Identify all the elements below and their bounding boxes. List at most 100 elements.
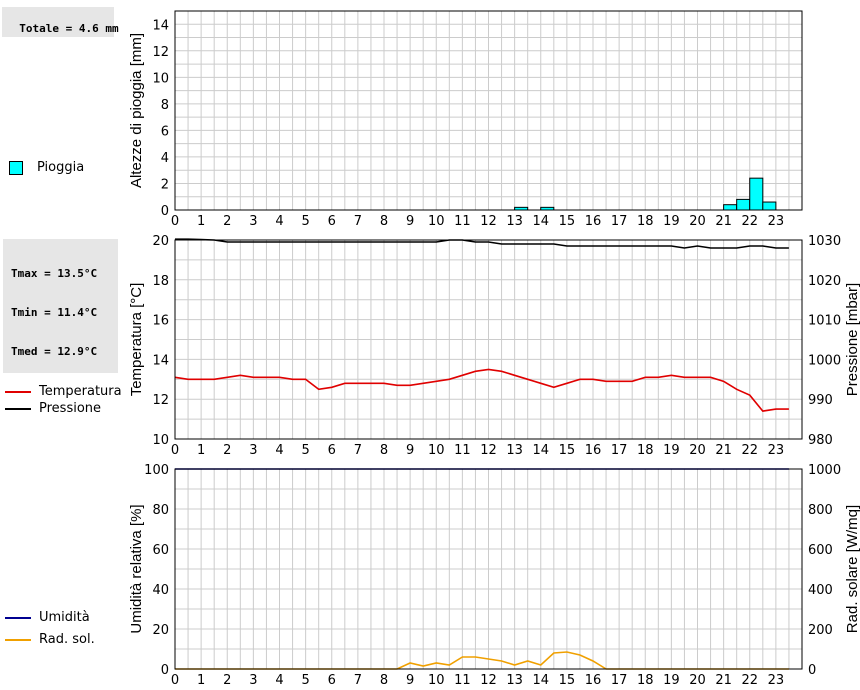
rain-total-text: Totale = 4.6 mm [19, 22, 119, 35]
x-tick-label: 21 [715, 214, 732, 229]
x-tick-label: 9 [406, 214, 414, 229]
x-tick-label: 17 [611, 214, 628, 229]
tmed-text: Tmed = 12.9°C [11, 345, 98, 358]
y-tick-label: 2 [161, 177, 169, 192]
x-tick-label: 13 [506, 214, 523, 229]
x-tick-label: 19 [663, 443, 680, 458]
y2-tick-label: 1030 [808, 234, 841, 249]
y2-tick-label: 800 [808, 503, 833, 518]
legend-radiation-swatch [5, 638, 31, 641]
x-tick-label: 0 [171, 673, 179, 688]
series-pressione [175, 238, 789, 249]
y2-tick-label: 1000 [808, 463, 841, 478]
y-tick-label: 12 [152, 45, 169, 60]
y2-tick-label: 1020 [808, 274, 841, 289]
x-tick-label: 1 [197, 443, 205, 458]
y-tick-label: 12 [152, 393, 169, 408]
x-tick-label: 22 [741, 443, 758, 458]
y-tick-label: 100 [144, 463, 169, 478]
y-tick-label: 60 [152, 543, 169, 558]
y2-tick-label: 1010 [808, 314, 841, 329]
x-tick-label: 18 [637, 443, 654, 458]
plot-frame [174, 239, 803, 440]
x-tick-label: 0 [171, 214, 179, 229]
x-tick-label: 7 [354, 443, 362, 458]
x-tick-label: 1 [197, 214, 205, 229]
x-tick-label: 1 [197, 673, 205, 688]
y-tick-label: 10 [152, 71, 169, 86]
x-tick-label: 6 [328, 443, 336, 458]
y-tick-label: 18 [152, 274, 169, 289]
legend-humidity: Umidità [5, 610, 90, 625]
y-axis-title: Umidità relativa [%] [128, 504, 145, 633]
x-tick-label: 15 [559, 214, 576, 229]
y2-tick-label: 1000 [808, 353, 841, 368]
x-tick-label: 16 [585, 443, 602, 458]
x-tick-label: 6 [328, 214, 336, 229]
legend-radiation: Rad. sol. [5, 632, 95, 647]
x-tick-label: 11 [454, 214, 471, 229]
legend-humidity-swatch [5, 616, 31, 619]
x-tick-label: 3 [249, 673, 257, 688]
y-tick-label: 16 [152, 314, 169, 329]
legend-rain-swatch [9, 160, 23, 175]
x-tick-label: 10 [428, 673, 445, 688]
x-tick-label: 13 [506, 673, 523, 688]
y2-axis-title: Rad. solare [W/mq] [844, 505, 860, 633]
x-tick-label: 14 [532, 214, 549, 229]
x-tick-label: 8 [380, 443, 388, 458]
y-tick-label: 0 [161, 204, 169, 219]
x-tick-label: 10 [428, 443, 445, 458]
x-tick-label: 21 [715, 443, 732, 458]
x-tick-label: 11 [454, 673, 471, 688]
x-tick-label: 22 [741, 214, 758, 229]
x-tick-label: 8 [380, 673, 388, 688]
x-tick-label: 3 [249, 443, 257, 458]
x-tick-label: 7 [354, 214, 362, 229]
x-tick-label: 9 [406, 673, 414, 688]
x-tick-label: 19 [663, 673, 680, 688]
x-tick-label: 19 [663, 214, 680, 229]
x-tick-label: 5 [301, 443, 309, 458]
legend-temperature-label: Temperatura [39, 384, 122, 399]
y-tick-label: 8 [161, 98, 169, 113]
rain-bar [736, 198, 751, 211]
y-tick-label: 14 [152, 353, 169, 368]
temperature-stats-box: Tmax = 13.5°C Tmin = 11.4°C Tmed = 12.9°… [3, 239, 118, 373]
y2-tick-label: 990 [808, 393, 833, 408]
legend-radiation-label: Rad. sol. [39, 632, 95, 647]
x-tick-label: 18 [637, 214, 654, 229]
x-tick-label: 12 [480, 673, 497, 688]
legend-temperature-swatch [5, 390, 31, 393]
x-tick-label: 23 [768, 214, 785, 229]
x-tick-label: 20 [689, 443, 706, 458]
y-tick-label: 20 [152, 234, 169, 249]
x-tick-label: 14 [532, 443, 549, 458]
y-tick-label: 0 [161, 663, 169, 678]
x-tick-label: 17 [611, 673, 628, 688]
x-tick-label: 5 [301, 214, 309, 229]
legend-pressure-label: Pressione [39, 401, 102, 416]
legend-pressure-swatch [5, 407, 31, 410]
x-tick-label: 20 [689, 214, 706, 229]
x-tick-label: 23 [768, 673, 785, 688]
legend-pressure: Pressione [5, 401, 101, 416]
legend-rain: Pioggia [9, 160, 84, 175]
x-tick-label: 16 [585, 214, 602, 229]
y2-tick-label: 0 [808, 663, 816, 678]
x-tick-label: 7 [354, 673, 362, 688]
x-tick-label: 0 [171, 443, 179, 458]
plot-frame [174, 10, 803, 211]
x-tick-label: 12 [480, 214, 497, 229]
y-tick-label: 20 [152, 623, 169, 638]
y-axis-title: Temperatura [°C] [128, 283, 145, 397]
rain-bar [749, 177, 764, 211]
x-tick-label: 5 [301, 673, 309, 688]
y2-tick-label: 980 [808, 433, 833, 448]
x-tick-label: 21 [715, 673, 732, 688]
legend-rain-label: Pioggia [37, 160, 85, 175]
y2-tick-label: 600 [808, 543, 833, 558]
x-tick-label: 23 [768, 443, 785, 458]
x-tick-label: 9 [406, 443, 414, 458]
